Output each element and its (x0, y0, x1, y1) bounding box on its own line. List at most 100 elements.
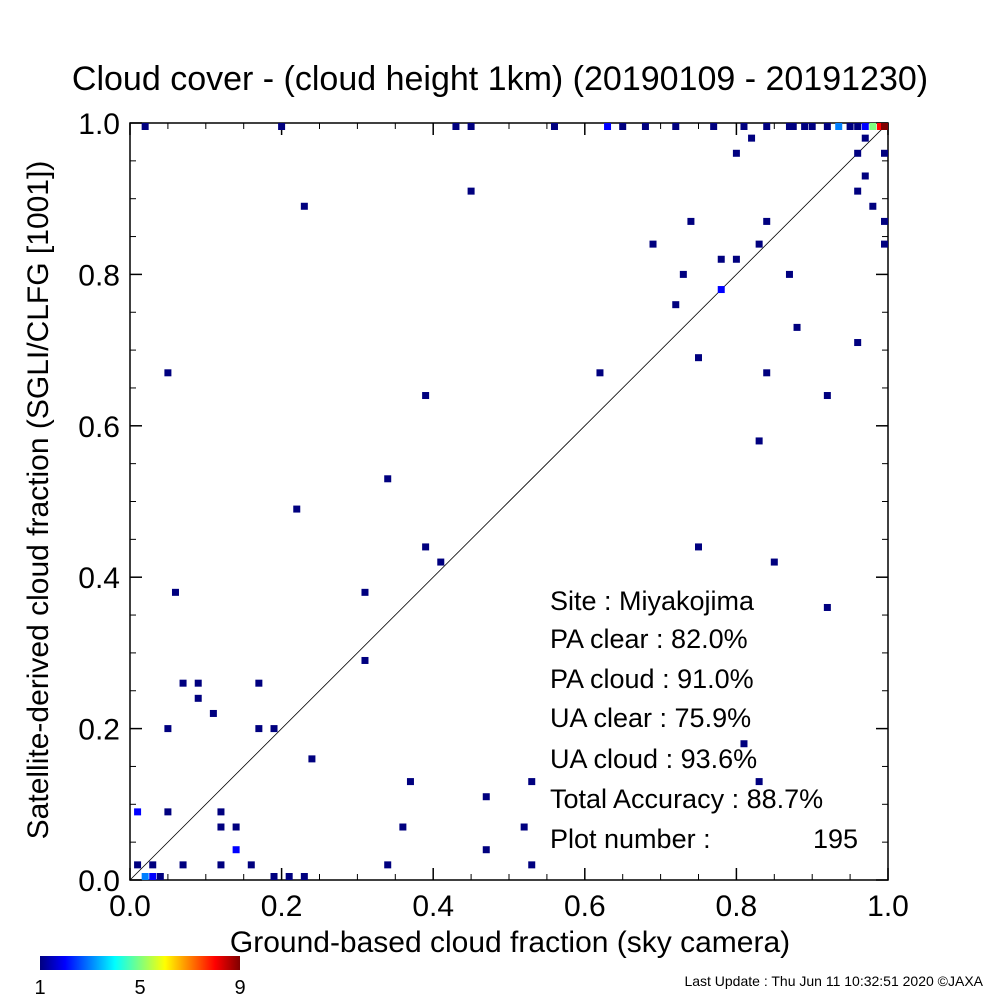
stats-block: Site : Miyakojima PA clear : 82.0% PA cl… (550, 586, 858, 854)
data-point (179, 861, 187, 869)
data-point (217, 808, 225, 816)
data-point (164, 369, 172, 377)
data-point (194, 694, 202, 702)
data-point (384, 861, 392, 869)
x-tick-label: 1.0 (867, 890, 909, 923)
data-point (717, 286, 725, 294)
data-point (255, 725, 263, 733)
data-point (801, 123, 809, 130)
data-point (869, 202, 877, 210)
data-point (437, 558, 445, 566)
data-point (217, 861, 225, 869)
data-point (710, 123, 718, 130)
data-point (763, 369, 771, 377)
data-point (823, 392, 831, 400)
data-point (399, 823, 407, 831)
data-point (763, 217, 771, 225)
x-tick-label: 0.4 (412, 890, 454, 923)
data-point (854, 149, 862, 157)
data-point (482, 793, 490, 801)
data-point (270, 873, 278, 880)
data-point (149, 861, 157, 869)
data-point (672, 301, 680, 309)
data-point (854, 187, 862, 195)
stats-plot-number-label: Plot number : (550, 824, 711, 854)
data-point (789, 123, 797, 130)
data-point (164, 725, 172, 733)
data-point (808, 123, 816, 130)
data-point (141, 123, 149, 130)
data-point (835, 123, 843, 130)
data-point (232, 846, 240, 854)
data-point (278, 123, 286, 130)
data-point (604, 123, 612, 130)
data-point (384, 475, 392, 483)
data-point (641, 123, 649, 130)
data-point (164, 808, 172, 816)
color-bar-tick-label: 1 (34, 977, 45, 999)
data-point (881, 240, 888, 248)
data-point (687, 217, 695, 225)
data-point (232, 823, 240, 831)
data-point (755, 778, 763, 786)
data-point (695, 354, 702, 362)
color-bar-tick-label: 9 (234, 977, 245, 999)
data-point (740, 740, 748, 748)
stats-ua-clear: UA clear : 75.9% (550, 703, 751, 733)
data-point (406, 778, 414, 786)
data-point (755, 240, 763, 248)
y-tick-label: 0.4 (78, 562, 120, 595)
data-point (194, 679, 202, 687)
color-bar-tick-label: 5 (134, 977, 145, 999)
data-point (881, 217, 888, 225)
data-point (869, 123, 877, 130)
data-point (452, 123, 460, 130)
data-point (861, 123, 869, 130)
x-axis-label: Ground-based cloud fraction (sky camera) (230, 926, 790, 959)
data-point (550, 123, 558, 130)
x-tick-label: 0.2 (261, 890, 303, 923)
data-point (672, 123, 680, 130)
stats-pa-cloud: PA cloud : 91.0% (550, 664, 754, 694)
data-point (293, 505, 301, 513)
data-point (217, 823, 225, 831)
data-point (361, 656, 369, 664)
data-point (467, 187, 475, 195)
data-point (619, 123, 627, 130)
data-point (755, 437, 763, 445)
data-point (717, 255, 725, 263)
data-point (171, 588, 179, 596)
stats-ua-cloud: UA cloud : 93.6% (550, 744, 757, 774)
data-point (596, 369, 604, 377)
y-tick-label: 1.0 (78, 108, 120, 141)
data-point (732, 255, 740, 263)
data-point (876, 123, 884, 130)
data-point (134, 861, 142, 869)
y-tick-labels: 0.0 0.2 0.4 0.6 0.8 1.0 (78, 108, 120, 898)
data-point (763, 123, 771, 130)
stats-site: Site : Miyakojima (550, 586, 755, 616)
data-point (785, 123, 793, 130)
x-tick-label: 0.8 (716, 890, 758, 923)
data-point (881, 123, 888, 130)
data-point (793, 323, 801, 331)
stats-total-accuracy: Total Accuracy : 88.7% (550, 784, 823, 814)
data-point (846, 123, 854, 130)
color-bar-ticks: 1 5 9 (34, 977, 245, 999)
data-point (422, 392, 430, 400)
data-point (528, 861, 536, 869)
data-point (732, 149, 740, 157)
data-point (854, 339, 862, 347)
data-point (149, 873, 157, 880)
data-point (141, 873, 149, 880)
color-bar (40, 956, 240, 970)
data-point (649, 240, 657, 248)
data-point (679, 270, 687, 278)
x-tick-label: 0.0 (109, 890, 151, 923)
data-point (300, 202, 308, 210)
data-point (861, 134, 869, 142)
y-tick-label: 0.8 (78, 259, 120, 292)
data-point (861, 172, 869, 180)
data-point (300, 873, 308, 880)
